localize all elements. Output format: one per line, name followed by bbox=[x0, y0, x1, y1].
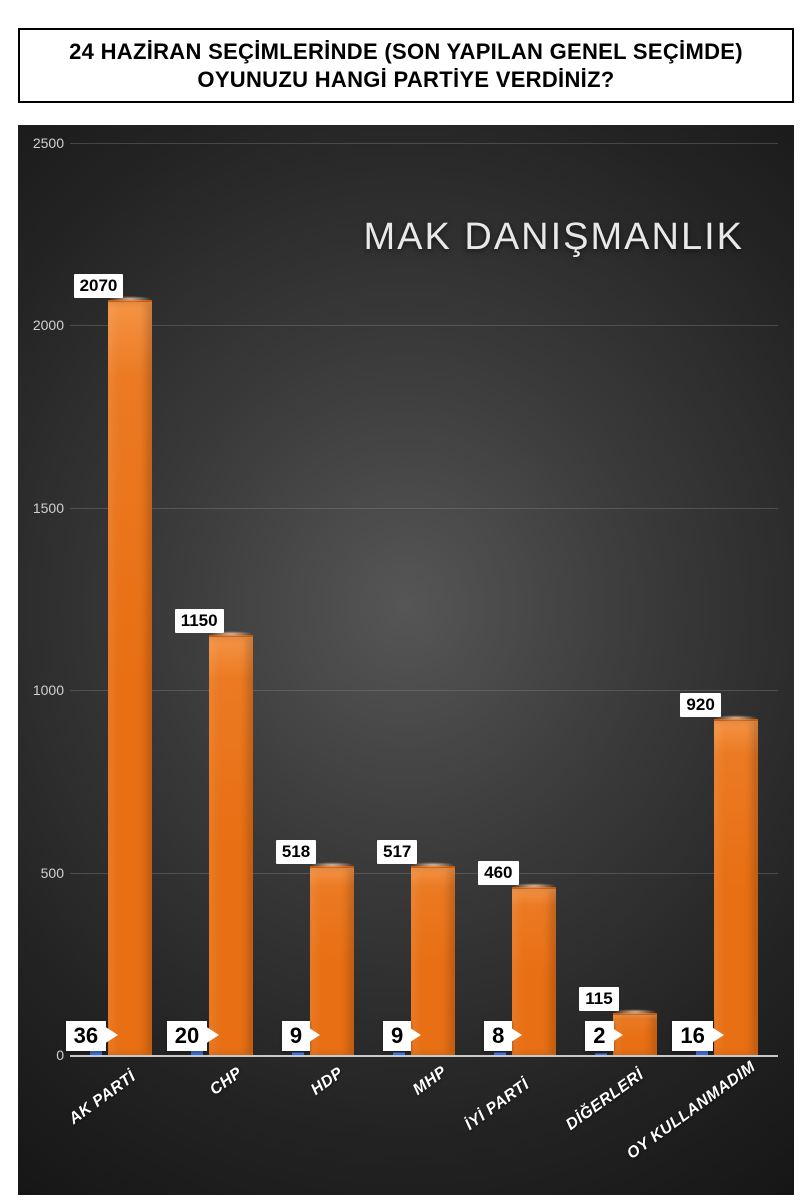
bar-value-label: 115 bbox=[579, 987, 618, 1011]
watermark-text: MAK DANIŞMANLIK bbox=[363, 216, 744, 259]
bar-percent-label: 36 bbox=[66, 1021, 106, 1051]
bar-count bbox=[714, 719, 758, 1055]
arrow-icon bbox=[508, 1026, 522, 1044]
bar-percent-label: 20 bbox=[167, 1021, 207, 1051]
gridline bbox=[70, 143, 778, 144]
x-axis-label: OY KULLANMADIM bbox=[624, 1058, 759, 1163]
bar-value-label: 920 bbox=[680, 693, 720, 717]
bar-count bbox=[108, 300, 152, 1055]
bar-percent-label: 16 bbox=[672, 1021, 712, 1051]
bar-count bbox=[209, 635, 253, 1055]
x-axis-label: HDP bbox=[308, 1064, 347, 1099]
plot-area: 0500100015002000250020703611502051895179… bbox=[70, 143, 778, 1055]
y-tick-label: 1000 bbox=[24, 682, 64, 698]
gridline bbox=[70, 325, 778, 326]
chart-container: 0500100015002000250020703611502051895179… bbox=[18, 125, 794, 1195]
x-axis-label: MHP bbox=[410, 1063, 451, 1099]
gridline bbox=[70, 508, 778, 509]
y-tick-label: 500 bbox=[24, 865, 64, 881]
x-axis-labels: AK PARTİCHPHDPMHPİYİ PARTİDİĞERLERİOY KU… bbox=[70, 1055, 778, 1195]
x-axis-label: İYİ PARTİ bbox=[462, 1076, 533, 1135]
y-tick-label: 2500 bbox=[24, 135, 64, 151]
arrow-icon bbox=[306, 1026, 320, 1044]
y-tick-label: 0 bbox=[24, 1047, 64, 1063]
arrow-icon bbox=[205, 1026, 219, 1044]
arrow-icon bbox=[609, 1026, 623, 1044]
x-axis-label: AK PARTİ bbox=[66, 1068, 140, 1128]
bar-value-label: 518 bbox=[276, 840, 316, 864]
bar-value-label: 517 bbox=[377, 840, 417, 864]
bar-value-label: 1150 bbox=[175, 609, 224, 633]
bar-value-label: 2070 bbox=[74, 274, 124, 298]
gridline bbox=[70, 690, 778, 691]
x-axis-label: DİĞERLERİ bbox=[563, 1066, 648, 1134]
y-tick-label: 1500 bbox=[24, 500, 64, 516]
chart-title: 24 HAZİRAN SEÇİMLERİNDE (SON YAPILAN GEN… bbox=[18, 28, 794, 103]
x-axis-label: CHP bbox=[207, 1064, 246, 1099]
arrow-icon bbox=[710, 1026, 724, 1044]
arrow-icon bbox=[407, 1026, 421, 1044]
bar-value-label: 460 bbox=[478, 861, 518, 885]
y-tick-label: 2000 bbox=[24, 317, 64, 333]
arrow-icon bbox=[104, 1026, 118, 1044]
